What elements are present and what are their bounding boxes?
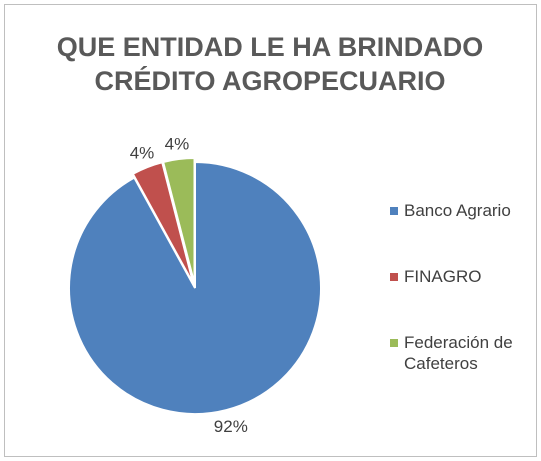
chart-border	[4, 4, 537, 457]
pie-slice	[68, 160, 322, 415]
legend-label: Banco Agrario	[404, 201, 511, 220]
legend-item: Banco Agrario	[390, 200, 540, 221]
legend-item: Federación de Cafeteros	[390, 332, 540, 374]
legend-label: Federación de Cafeteros	[404, 333, 513, 373]
pie-slice	[131, 161, 195, 285]
data-label: 92%	[214, 417, 248, 436]
legend-item: FINAGRO	[390, 266, 540, 287]
chart-title: QUE ENTIDAD LE HA BRINDADO CRÉDITO AGROP…	[56, 32, 484, 96]
data-label: 4%	[130, 144, 155, 163]
legend-swatch	[390, 339, 398, 347]
data-label: 4%	[165, 135, 190, 154]
legend-swatch	[390, 273, 398, 281]
legend-label: FINAGRO	[404, 267, 482, 286]
legend-swatch	[390, 207, 398, 215]
pie-slice	[161, 157, 196, 285]
